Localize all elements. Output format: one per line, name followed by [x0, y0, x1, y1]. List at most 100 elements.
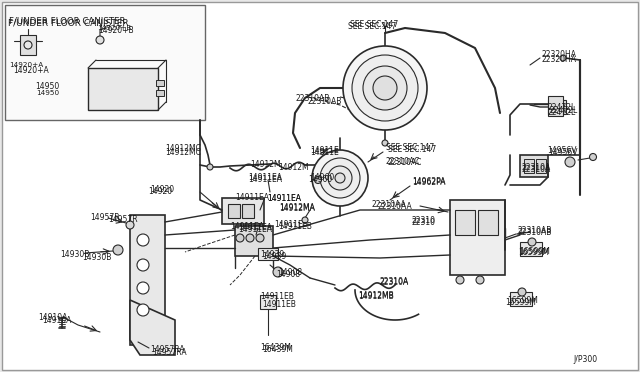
Text: 22310AA: 22310AA	[378, 202, 413, 211]
Text: 16599M: 16599M	[507, 296, 538, 305]
Circle shape	[137, 304, 149, 316]
Text: 22472L: 22472L	[549, 106, 577, 115]
Text: 14911EA: 14911EA	[238, 223, 272, 232]
Text: 14911EA: 14911EA	[238, 225, 272, 234]
Text: 14956V: 14956V	[547, 146, 577, 155]
Text: 14939: 14939	[262, 252, 286, 261]
Text: 14950: 14950	[35, 82, 60, 91]
Text: 14911EA: 14911EA	[235, 193, 269, 202]
Bar	[88, 68, 158, 110]
Text: SEE SEC.147: SEE SEC.147	[386, 143, 435, 152]
Text: 14911EA: 14911EA	[267, 194, 301, 203]
Circle shape	[476, 276, 484, 284]
Text: 14957R: 14957R	[108, 215, 138, 224]
Text: 14910A: 14910A	[42, 316, 72, 325]
Bar	[524, 159, 534, 173]
Text: 14911E: 14911E	[310, 148, 339, 157]
Circle shape	[314, 176, 321, 183]
Bar	[260, 295, 276, 309]
Text: 14920: 14920	[148, 187, 172, 196]
Circle shape	[302, 217, 308, 223]
Circle shape	[137, 234, 149, 246]
Text: 14912MA: 14912MA	[279, 204, 315, 213]
Bar	[156, 80, 164, 86]
Text: 14962PA: 14962PA	[412, 178, 445, 187]
Text: 22310AA: 22310AA	[372, 200, 407, 209]
Text: SEE SEC.147: SEE SEC.147	[348, 22, 396, 31]
Text: 22310AB: 22310AB	[518, 226, 552, 235]
Text: 14911EB: 14911EB	[260, 292, 294, 301]
Polygon shape	[130, 215, 165, 345]
Text: F/UNDER FLOOR CANISTER: F/UNDER FLOOR CANISTER	[8, 18, 129, 27]
Text: 14960: 14960	[308, 175, 332, 184]
Text: 22320HA: 22320HA	[542, 50, 577, 59]
Text: 14920+B: 14920+B	[97, 25, 131, 31]
Text: 14911EA: 14911EA	[267, 194, 301, 203]
Text: 14957R: 14957R	[90, 213, 120, 222]
Text: 14956V: 14956V	[548, 148, 577, 157]
Text: 14911EB: 14911EB	[274, 220, 308, 229]
Text: 14920: 14920	[150, 185, 174, 194]
Bar	[228, 204, 240, 218]
Circle shape	[528, 238, 536, 246]
Circle shape	[236, 234, 244, 242]
Bar	[548, 100, 566, 114]
Text: SEE SEC.147: SEE SEC.147	[388, 145, 436, 154]
Text: 14912M: 14912M	[278, 163, 308, 172]
Text: 14957RA: 14957RA	[150, 345, 184, 354]
Bar	[520, 155, 548, 177]
Circle shape	[137, 282, 149, 294]
Text: 14920+A: 14920+A	[9, 62, 44, 68]
Text: 16439M: 16439M	[262, 345, 293, 354]
Text: 22310AB: 22310AB	[308, 97, 342, 106]
Bar	[520, 242, 542, 256]
Text: 14962PA: 14962PA	[412, 177, 445, 186]
Text: 14908: 14908	[278, 268, 302, 277]
Text: 14911E: 14911E	[310, 146, 339, 155]
Circle shape	[312, 150, 368, 206]
Text: 14957RA: 14957RA	[152, 348, 187, 357]
Circle shape	[456, 276, 464, 284]
Bar	[258, 248, 278, 260]
Text: 14912MB: 14912MB	[358, 291, 394, 300]
Text: 14912MC: 14912MC	[165, 144, 201, 153]
Bar	[20, 35, 36, 55]
Circle shape	[382, 140, 388, 146]
Text: 14912M: 14912M	[250, 160, 280, 169]
Circle shape	[343, 46, 427, 130]
Circle shape	[207, 164, 213, 170]
Text: 16439M: 16439M	[260, 343, 291, 352]
Text: 14911EA: 14911EA	[248, 173, 282, 182]
Bar	[536, 159, 546, 173]
Text: 14912MA: 14912MA	[279, 203, 315, 212]
Text: 14930B: 14930B	[82, 253, 111, 262]
Text: J/P300: J/P300	[573, 355, 597, 364]
Text: 16599M: 16599M	[505, 298, 536, 307]
Text: SEE SEC.147: SEE SEC.147	[350, 20, 398, 29]
Circle shape	[246, 234, 254, 242]
Polygon shape	[130, 300, 175, 355]
Circle shape	[126, 221, 134, 229]
Bar	[510, 292, 532, 306]
Circle shape	[320, 158, 360, 198]
Text: 22310A: 22310A	[522, 165, 551, 174]
Text: 14911EB: 14911EB	[262, 300, 296, 309]
Text: 14960: 14960	[310, 173, 334, 182]
Circle shape	[589, 154, 596, 160]
Text: 14908: 14908	[276, 270, 300, 279]
Text: 14930B: 14930B	[60, 250, 90, 259]
Text: 14939: 14939	[260, 250, 284, 259]
Circle shape	[560, 55, 566, 61]
Circle shape	[352, 55, 418, 121]
Circle shape	[328, 166, 352, 190]
Bar	[455, 210, 475, 235]
Circle shape	[113, 245, 123, 255]
Text: 22472L: 22472L	[548, 103, 576, 112]
Text: 22310A: 22310A	[380, 278, 409, 287]
Circle shape	[273, 267, 283, 277]
Text: 16599M: 16599M	[519, 247, 550, 256]
Text: 14910A: 14910A	[38, 313, 67, 322]
Text: 14911EA: 14911EA	[248, 175, 282, 184]
Text: 22472L: 22472L	[548, 108, 576, 117]
Text: 16599M: 16599M	[518, 248, 549, 257]
